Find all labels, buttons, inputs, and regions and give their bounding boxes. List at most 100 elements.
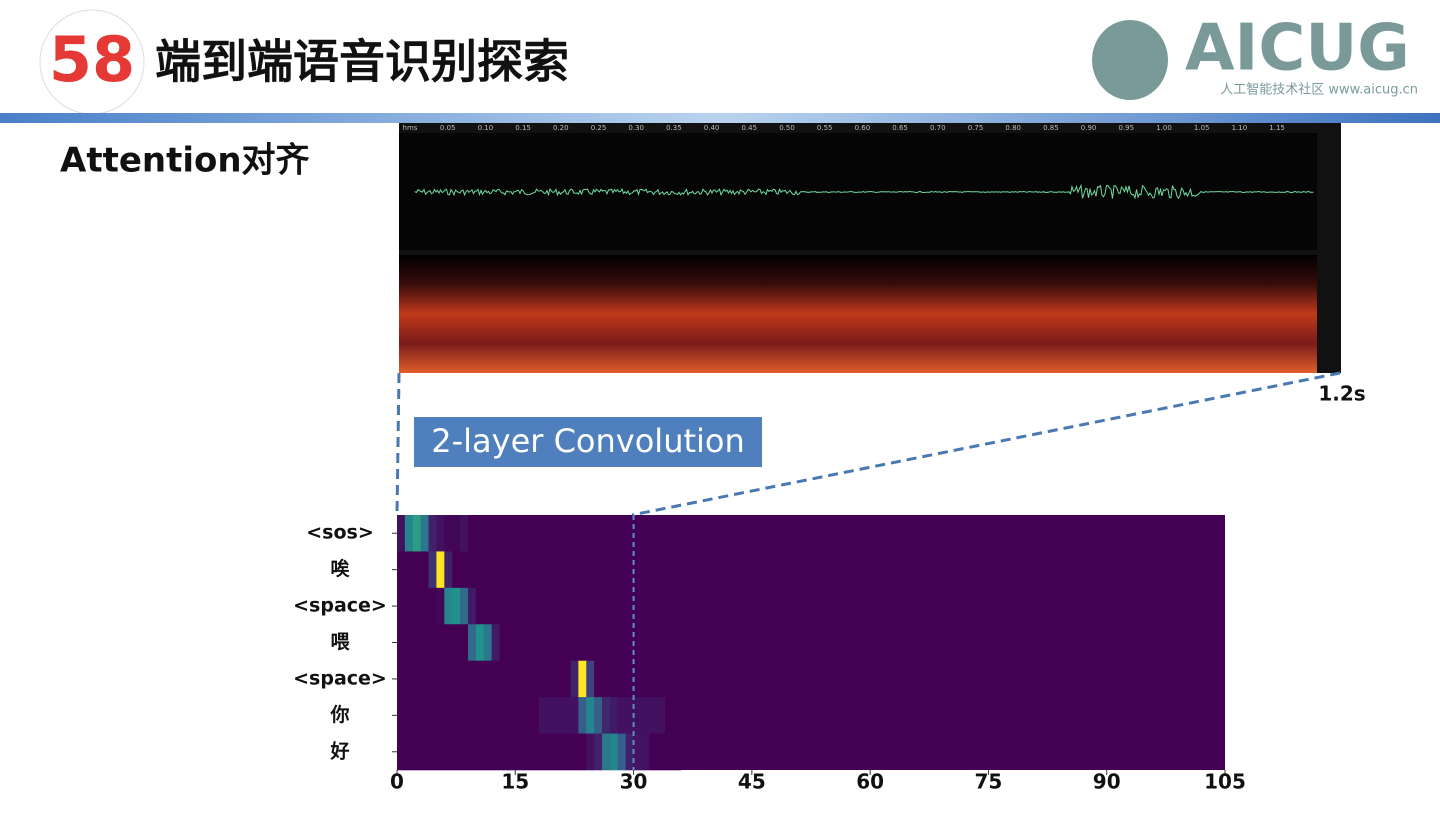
cell — [609, 733, 619, 771]
cell — [483, 624, 492, 662]
cell — [483, 697, 492, 734]
cell — [491, 697, 500, 734]
y-tick-label: <space> — [293, 595, 387, 617]
cell — [475, 660, 485, 698]
cell — [475, 733, 485, 771]
cell — [491, 624, 500, 662]
cell — [404, 624, 414, 662]
cell — [586, 551, 595, 589]
cell — [531, 697, 540, 734]
x-tick-label: 105 — [1204, 770, 1246, 794]
cell — [594, 660, 603, 698]
cell — [538, 587, 548, 625]
callout-box — [412, 415, 764, 469]
cell — [609, 515, 619, 552]
cell — [586, 660, 595, 698]
cell — [586, 515, 595, 552]
waveform-area — [399, 133, 1317, 250]
cell — [633, 551, 642, 589]
logo-number: 58 — [49, 23, 135, 96]
cell — [531, 515, 540, 552]
cell — [657, 733, 666, 771]
cell — [397, 624, 406, 662]
cell — [420, 587, 429, 625]
cell — [483, 733, 492, 771]
cell — [570, 697, 579, 734]
cell — [538, 551, 548, 589]
brand: AICUG — [1185, 12, 1410, 86]
cell — [507, 551, 516, 589]
cell — [562, 515, 571, 552]
cell — [491, 587, 500, 625]
cell — [507, 697, 516, 734]
cell — [523, 733, 532, 771]
y-tick-label: <sos> — [306, 522, 374, 544]
cell — [397, 733, 406, 771]
cell — [499, 697, 508, 734]
cell — [436, 697, 445, 734]
cell — [404, 587, 414, 625]
cell — [554, 515, 563, 552]
cell — [538, 733, 548, 771]
callout: 2-layer Convolution — [431, 422, 745, 460]
cell — [420, 733, 429, 771]
cell — [546, 733, 556, 771]
y-tick-label: 喂 — [330, 631, 350, 653]
cell — [554, 624, 563, 662]
cell — [538, 697, 548, 734]
cell — [641, 587, 650, 625]
ruler-label: 0.85 — [1043, 124, 1059, 132]
cell — [609, 587, 619, 625]
cell — [665, 733, 674, 771]
cell — [570, 733, 579, 771]
cell — [523, 587, 532, 625]
cell — [491, 515, 500, 552]
cell — [444, 733, 453, 771]
cell — [475, 515, 485, 552]
cell — [562, 660, 571, 698]
cell — [515, 660, 524, 698]
ruler-label: 0.90 — [1081, 124, 1097, 132]
cell — [467, 551, 477, 589]
cell — [475, 697, 485, 734]
cell — [562, 697, 571, 734]
cell — [602, 515, 611, 552]
cell — [538, 660, 548, 698]
cell — [570, 660, 579, 698]
cell — [507, 515, 516, 552]
cell — [625, 515, 634, 552]
ruler-label: 0.70 — [930, 124, 946, 132]
cell — [531, 660, 540, 698]
cell — [594, 587, 603, 625]
cell — [617, 697, 626, 734]
ruler-label: 1.10 — [1232, 124, 1248, 132]
ruler-label: 0.65 — [892, 124, 908, 132]
cell — [665, 515, 674, 552]
cell — [578, 733, 587, 771]
cell — [673, 733, 682, 771]
cell — [633, 733, 642, 771]
cell — [594, 515, 603, 552]
cell — [578, 624, 587, 662]
cell — [404, 515, 414, 552]
cell — [546, 515, 556, 552]
cell — [452, 624, 461, 662]
cell — [412, 660, 421, 698]
cell — [467, 733, 477, 771]
cell — [412, 587, 421, 625]
cell — [554, 660, 563, 698]
cell — [586, 697, 595, 734]
cell — [428, 660, 437, 698]
cell — [578, 587, 587, 625]
cell — [602, 624, 611, 662]
cell — [554, 733, 563, 771]
ruler-label: 0.95 — [1119, 124, 1135, 132]
cell — [412, 551, 421, 589]
cell — [420, 624, 429, 662]
cell — [397, 515, 406, 552]
cell — [657, 697, 666, 734]
cell — [562, 733, 571, 771]
cell — [452, 660, 461, 698]
cell — [617, 733, 626, 771]
